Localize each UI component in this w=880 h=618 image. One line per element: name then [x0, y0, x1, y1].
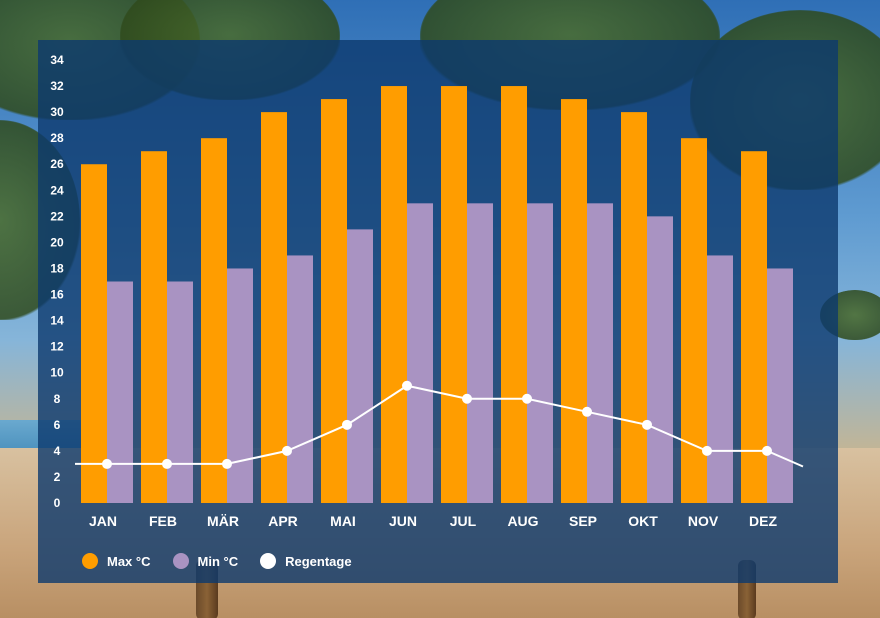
x-tick-label: NOV [688, 513, 719, 529]
legend-label-min: Min °C [197, 553, 239, 569]
legend-label-rain: Regentage [285, 553, 352, 569]
rain-point-aug [522, 393, 532, 404]
bar-max-mär [201, 138, 227, 504]
y-tick-label: 28 [50, 131, 64, 145]
x-tick-label: DEZ [749, 513, 777, 529]
legend-swatch-min [172, 553, 189, 569]
y-tick-label: 16 [50, 288, 64, 302]
bars [81, 86, 793, 504]
legend-item-max: Max °C [82, 553, 151, 569]
y-tick-label: 22 [50, 209, 64, 223]
legend-item-rain: Regentage [260, 553, 352, 569]
bar-max-okt [621, 112, 647, 503]
x-tick-label: JUL [450, 513, 477, 529]
x-tick-label: AUG [507, 513, 538, 529]
x-axis: JAN FEB MÄR APR MAI JUN JUL AUG SEP OKT NOV DEZ [89, 513, 777, 529]
y-tick-label: 14 [50, 314, 64, 328]
rain-point-feb [162, 458, 172, 469]
y-tick-label: 34 [50, 53, 64, 67]
y-tick-label: 8 [54, 392, 61, 406]
bar-max-feb [141, 151, 167, 504]
y-tick-label: 4 [54, 444, 61, 458]
rain-point-jul [462, 393, 472, 404]
bar-min-aug [527, 203, 553, 503]
bar-min-nov [707, 255, 733, 503]
bar-min-okt [647, 216, 673, 503]
bar-min-dez [767, 268, 793, 503]
x-tick-label: APR [268, 513, 298, 529]
y-tick-label: 20 [50, 235, 64, 249]
y-tick-label: 24 [50, 183, 64, 197]
y-tick-label: 30 [50, 105, 64, 119]
bar-max-dez [741, 151, 767, 504]
x-tick-label: MAI [330, 513, 356, 529]
y-tick-label: 10 [50, 366, 64, 380]
bar-min-apr [287, 255, 313, 503]
x-tick-label: OKT [628, 513, 658, 529]
bar-min-jul [467, 203, 493, 503]
y-tick-label: 0 [54, 496, 61, 510]
y-tick-label: 18 [50, 261, 64, 275]
y-tick-label: 12 [50, 340, 64, 354]
bar-max-jan [81, 164, 107, 503]
rain-point-dez [762, 445, 772, 456]
y-tick-label: 6 [54, 418, 61, 432]
bar-min-mai [347, 229, 373, 503]
rain-point-sep [582, 406, 592, 417]
bar-min-mär [227, 268, 253, 503]
x-tick-label: MÄR [207, 513, 239, 529]
y-tick-label: 26 [50, 157, 64, 171]
x-tick-label: FEB [149, 513, 177, 529]
bar-min-sep [587, 203, 613, 503]
legend-label-max: Max °C [107, 553, 151, 569]
bar-max-aug [501, 86, 527, 503]
bar-max-mai [321, 99, 347, 504]
rain-point-mär [222, 458, 232, 469]
bar-max-jul [441, 86, 467, 503]
rain-point-okt [642, 419, 652, 430]
legend-item-min: Min °C [172, 553, 239, 569]
x-tick-label: JUN [389, 513, 417, 529]
legend-swatch-max [82, 553, 98, 569]
x-tick-label: JAN [89, 513, 117, 529]
rain-point-mai [342, 419, 352, 430]
legend: Max °C Min °C Regentage [82, 551, 374, 571]
x-tick-label: SEP [569, 513, 597, 529]
rain-point-apr [282, 445, 292, 456]
rain-point-nov [702, 445, 712, 456]
bar-min-feb [167, 281, 193, 503]
legend-swatch-rain [260, 553, 277, 569]
rain-days-line [75, 380, 804, 469]
bar-min-jan [107, 281, 133, 503]
bar-min-jun [407, 203, 433, 503]
y-tick-label: 2 [54, 470, 61, 484]
bar-max-jun [381, 86, 407, 503]
bar-max-sep [561, 99, 587, 504]
bar-max-apr [261, 112, 287, 503]
rain-point-jan [102, 458, 112, 469]
rain-point-jun [402, 380, 412, 391]
y-tick-label: 32 [50, 79, 64, 93]
rain-days-polyline [75, 384, 804, 468]
